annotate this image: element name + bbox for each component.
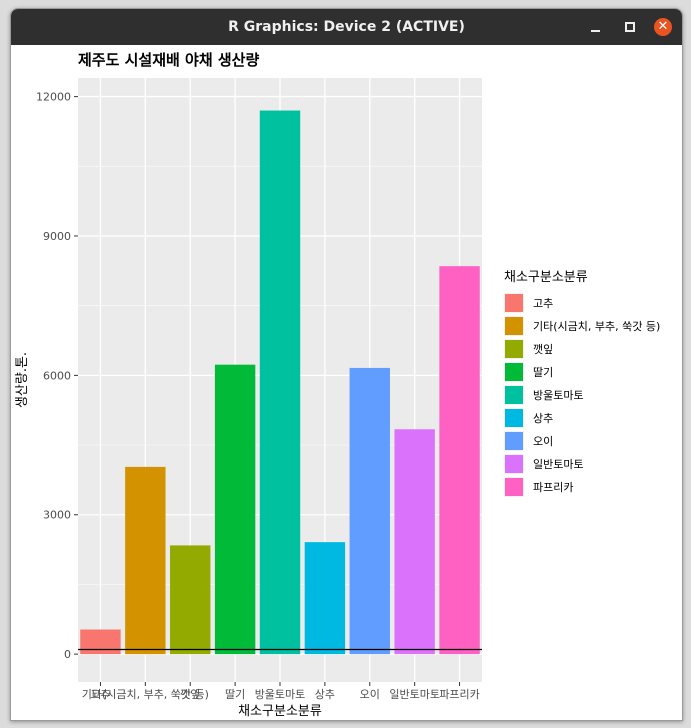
- legend-swatch: [505, 455, 523, 473]
- plot-area: 제주도 시설재배 야채 생산량 0 3000 6000 9000 12000 고추 기타(…: [11, 45, 682, 720]
- legend-label: 깻잎: [533, 343, 553, 356]
- bar: [259, 110, 301, 655]
- window-titlebar[interactable]: R Graphics: Device 2 (ACTIVE) ✕: [11, 9, 682, 45]
- x-tick-label: 상추: [315, 688, 335, 701]
- bar: [304, 542, 346, 655]
- y-tick-label: 0: [64, 648, 71, 661]
- legend-swatch: [505, 409, 523, 427]
- minimize-icon[interactable]: [587, 18, 605, 36]
- bar: [349, 367, 390, 655]
- bar: [214, 364, 256, 655]
- x-tick-label: 방울토마토: [255, 688, 306, 701]
- legend-label: 파프리카: [533, 481, 573, 494]
- y-tick-label: 12000: [36, 91, 71, 104]
- maximize-icon[interactable]: [621, 18, 639, 36]
- x-tick-label: 고추: [90, 688, 110, 701]
- x-tick-label: 기타(시금치, 부추, 쑥갓 등): [82, 688, 209, 701]
- bar: [439, 266, 480, 655]
- y-axis-ticks: 0 3000 6000 9000 12000: [36, 91, 78, 661]
- bar: [125, 466, 166, 655]
- legend-swatch: [505, 478, 523, 496]
- legend-swatch: [505, 317, 523, 335]
- y-axis-label: 생산량.톤.: [15, 352, 30, 408]
- y-tick-label: 9000: [43, 230, 71, 243]
- bar: [170, 545, 211, 655]
- x-tick-label: 파프리카: [439, 688, 479, 701]
- legend-label: 딸기: [533, 366, 553, 379]
- y-tick-label: 3000: [43, 509, 71, 522]
- y-tick-label: 6000: [43, 369, 71, 382]
- legend-swatch: [505, 386, 523, 404]
- x-tick-label: 딸기: [225, 688, 245, 701]
- legend-swatch: [505, 294, 523, 312]
- legend-swatch: [505, 363, 523, 381]
- close-icon[interactable]: ✕: [654, 18, 672, 36]
- x-tick-label: 일반토마토: [389, 687, 440, 701]
- legend-swatch: [505, 432, 523, 450]
- x-tick-label: 오이: [360, 688, 380, 701]
- legend-label: 고추: [533, 297, 553, 310]
- legend-swatch: [505, 340, 523, 358]
- legend-label: 기타(시금치, 부추, 쑥갓 등): [533, 320, 660, 333]
- legend-label: 방울토마토: [533, 389, 584, 402]
- legend-title: 채소구분소분류: [504, 270, 588, 285]
- window-title: R Graphics: Device 2 (ACTIVE): [228, 19, 465, 35]
- bar: [394, 429, 435, 655]
- x-axis-label: 채소구분소분류: [238, 704, 322, 719]
- x-tick-label: 깻잎: [180, 688, 200, 701]
- legend-label: 오이: [533, 435, 553, 448]
- legend-label: 일반토마토: [533, 457, 584, 471]
- chart-title: 제주도 시설재배 야채 생산량: [78, 51, 259, 69]
- r-graphics-window: R Graphics: Device 2 (ACTIVE) ✕ 제주도 시설재배…: [10, 8, 683, 721]
- bar: [80, 629, 121, 655]
- legend-label: 상추: [533, 412, 553, 425]
